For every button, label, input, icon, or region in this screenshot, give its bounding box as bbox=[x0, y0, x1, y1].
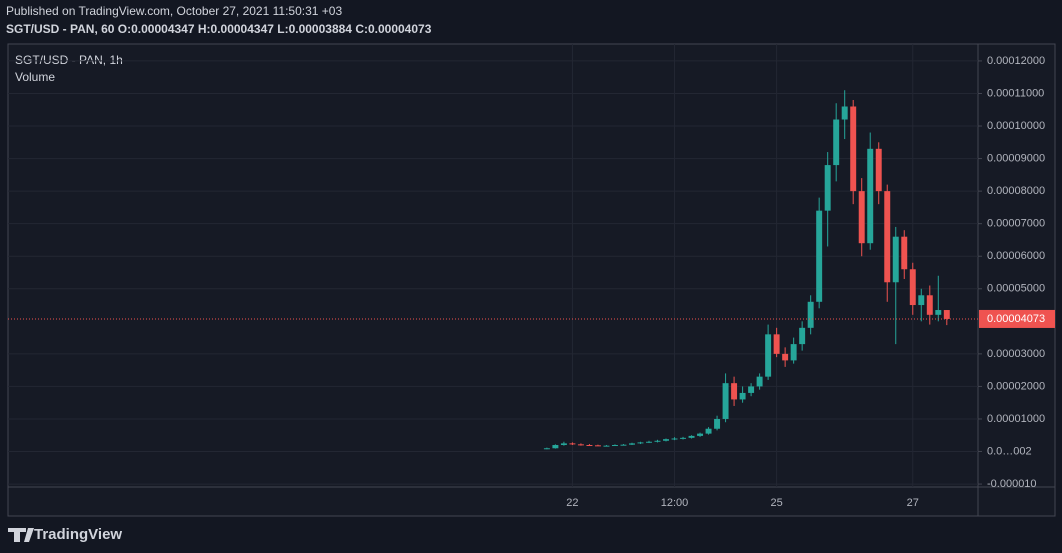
candle-body bbox=[858, 191, 865, 244]
candle-body bbox=[646, 441, 652, 443]
y-tick-label: 0.00007000 bbox=[987, 218, 1045, 230]
last-price-tag bbox=[979, 309, 1055, 328]
x-tick-label: 22 bbox=[566, 497, 578, 509]
y-tick-label: 0.0…002 bbox=[987, 445, 1032, 457]
last-price-label: 0.00004073 bbox=[987, 313, 1045, 325]
candle-body bbox=[833, 119, 840, 166]
candle-body bbox=[799, 327, 806, 345]
candle-body bbox=[714, 418, 721, 429]
candle-body bbox=[943, 310, 950, 319]
y-tick-label: 0.00006000 bbox=[987, 250, 1045, 262]
candle-body bbox=[688, 435, 695, 438]
y-tick-label: 0.00012000 bbox=[987, 55, 1045, 67]
candle-body bbox=[782, 353, 789, 361]
y-tick-label: 0.00008000 bbox=[987, 185, 1045, 197]
candle-body bbox=[654, 440, 661, 442]
candle-body bbox=[824, 165, 831, 211]
logo-icon bbox=[8, 528, 34, 542]
y-tick-label: 0.00010000 bbox=[987, 120, 1045, 132]
candle-body bbox=[663, 439, 669, 441]
y-tick-label: 0.00003000 bbox=[987, 348, 1045, 360]
candle-body bbox=[569, 443, 576, 445]
candle-body bbox=[722, 383, 729, 419]
candle-body bbox=[697, 433, 704, 436]
candle-body bbox=[884, 191, 891, 283]
candle-body bbox=[731, 383, 738, 400]
candle-body bbox=[577, 444, 584, 446]
candle-body bbox=[926, 295, 933, 315]
x-tick-label: 12:00 bbox=[661, 497, 689, 509]
candle-body bbox=[543, 448, 550, 450]
candle-body bbox=[816, 210, 823, 302]
candle-body bbox=[765, 334, 772, 377]
y-tick-label: -0.000010 bbox=[987, 478, 1037, 490]
candle-body bbox=[892, 236, 899, 283]
candle-body bbox=[739, 392, 746, 400]
ohlc-line: SGT/USD - PAN, 60 O:0.00004347 H:0.00004… bbox=[6, 22, 432, 36]
candle-body bbox=[671, 438, 678, 440]
candle-body bbox=[603, 445, 610, 447]
candle-body bbox=[756, 376, 763, 387]
chart-frame bbox=[7, 43, 1056, 517]
candle-body bbox=[918, 295, 925, 306]
candle-body bbox=[611, 445, 618, 447]
candle-body bbox=[560, 443, 567, 446]
candle-body bbox=[935, 310, 942, 315]
y-tick-label: 0.00009000 bbox=[987, 152, 1045, 164]
published-line: Published on TradingView.com, October 27… bbox=[6, 4, 342, 18]
candle-body bbox=[594, 445, 601, 447]
y-tick-label: 0.00002000 bbox=[987, 380, 1045, 392]
candle-body bbox=[620, 444, 627, 446]
candle-body bbox=[909, 269, 916, 306]
candle-body bbox=[637, 442, 644, 444]
volume-legend: Volume bbox=[15, 70, 55, 84]
candle-body bbox=[552, 445, 559, 449]
candle-body bbox=[790, 344, 797, 361]
candle-body bbox=[867, 148, 874, 244]
y-tick-label: 0.00001000 bbox=[987, 413, 1045, 425]
y-tick-label: 0.00011000 bbox=[987, 87, 1044, 99]
y-tick-label: 0.00005000 bbox=[987, 283, 1045, 295]
candle-body bbox=[586, 445, 593, 447]
candle-body bbox=[841, 106, 848, 120]
candle-body bbox=[773, 334, 780, 354]
candle-body bbox=[628, 443, 635, 445]
candle-body bbox=[705, 428, 712, 434]
candle-body bbox=[850, 106, 857, 192]
x-tick-label: 25 bbox=[771, 497, 783, 509]
symbol-legend: SGT/USD - PAN, 1h bbox=[15, 53, 123, 67]
candle-body bbox=[901, 236, 908, 270]
candle-body bbox=[875, 148, 882, 192]
logo-text: TradingView bbox=[34, 526, 122, 543]
candle-body bbox=[748, 386, 755, 393]
candle-body bbox=[680, 437, 687, 439]
candle-body bbox=[807, 301, 814, 328]
x-tick-label: 27 bbox=[907, 497, 919, 509]
